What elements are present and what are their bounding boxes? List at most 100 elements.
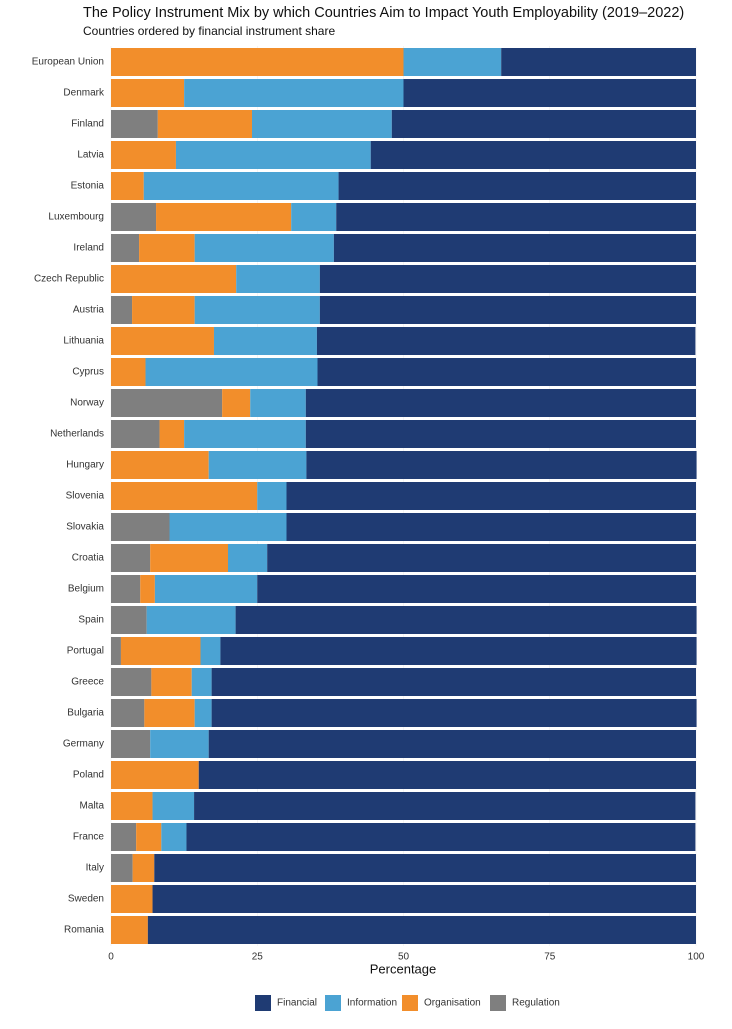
bar-segment (222, 389, 251, 417)
bar-segment (250, 389, 306, 417)
bar-segment (111, 699, 145, 727)
y-tick-label: Finland (71, 119, 104, 130)
y-tick-label: Netherlands (50, 429, 104, 440)
y-tick-label: France (73, 832, 105, 843)
bar-segment (139, 234, 195, 262)
bar-segment (111, 420, 160, 448)
bar-segment (403, 48, 502, 76)
bar-segment (111, 730, 151, 758)
y-tick-label: Cyprus (72, 367, 104, 378)
bar-segment (111, 265, 237, 293)
bar-segment (194, 296, 320, 324)
bar-segment (194, 792, 696, 820)
bar-segment (111, 482, 258, 510)
legend-swatch (490, 995, 506, 1011)
legend-label: Regulation (512, 998, 560, 1009)
bar-segment (403, 79, 696, 107)
bar-segment (257, 482, 287, 510)
bar-segment (305, 420, 696, 448)
y-tick-label: Slovakia (66, 522, 104, 533)
bar-segment (194, 699, 212, 727)
bar-segment (319, 265, 696, 293)
bar-segment (251, 110, 392, 138)
bar-segment (132, 296, 195, 324)
y-tick-label: Slovenia (66, 491, 105, 502)
y-tick-label: Germany (63, 739, 104, 750)
y-tick-label: Spain (78, 615, 104, 626)
y-tick-label: Lithuania (63, 336, 104, 347)
y-tick-label: Bulgaria (67, 708, 104, 719)
legend-label: Organisation (424, 998, 481, 1009)
x-tick-label: 100 (688, 952, 705, 963)
bar-segment (319, 296, 696, 324)
legend-swatch (325, 995, 341, 1011)
bar-segment (208, 451, 307, 479)
bar-segment (152, 885, 696, 913)
bar-segment (291, 203, 337, 231)
bar-segment (111, 606, 147, 634)
bar-segment (200, 637, 221, 665)
bar-segment (145, 358, 318, 386)
bar-segment (111, 141, 176, 169)
legend-swatch (402, 995, 418, 1011)
bar-segment (154, 575, 258, 603)
bar-segment (111, 358, 146, 386)
bar-segment (111, 792, 153, 820)
bar-segment (150, 544, 228, 572)
bar-segment (111, 296, 133, 324)
legend-label: Financial (277, 998, 317, 1009)
bar-segment (186, 823, 696, 851)
bar-segment (140, 575, 155, 603)
chart-subtitle: Countries ordered by financial instrumen… (83, 24, 335, 38)
y-tick-label: Croatia (72, 553, 105, 564)
bar-segment (111, 234, 140, 262)
bar-segment (111, 389, 223, 417)
bar-segment (198, 761, 696, 789)
bar-segment (391, 110, 696, 138)
bar-segment (184, 420, 306, 448)
bar-segment (111, 203, 157, 231)
y-tick-label: Romania (64, 925, 104, 936)
y-tick-label: Denmark (63, 88, 105, 99)
y-tick-label: Portugal (67, 646, 104, 657)
bar-segment (306, 451, 697, 479)
bar-segment (111, 451, 209, 479)
bar-segment (150, 730, 209, 758)
y-tick-label: Luxembourg (48, 212, 104, 223)
chart-title: The Policy Instrument Mix by which Count… (83, 5, 684, 21)
bar-segment (236, 265, 320, 293)
bar-segment (305, 389, 696, 417)
bar-segment (111, 575, 141, 603)
y-tick-label: Sweden (68, 894, 104, 905)
bar-segment (111, 761, 199, 789)
y-tick-label: Estonia (71, 181, 105, 192)
bar-segment (111, 79, 185, 107)
bar-segment (220, 637, 697, 665)
bar-segment (147, 916, 697, 944)
bar-segment (151, 668, 192, 696)
bar-segment (235, 606, 697, 634)
bar-segment (317, 358, 696, 386)
bar-segment (208, 730, 696, 758)
bar-segment (111, 823, 137, 851)
bar-segment (143, 172, 339, 200)
bar-segment (191, 668, 212, 696)
bar-segment (194, 234, 334, 262)
bar-segment (333, 234, 696, 262)
bar-segment (120, 637, 201, 665)
bar-segment (111, 48, 404, 76)
y-tick-label: Greece (71, 677, 104, 688)
bar-segment (175, 141, 371, 169)
bar-segment (111, 544, 151, 572)
y-tick-label: Italy (86, 863, 104, 874)
y-tick-label: Ireland (73, 243, 104, 254)
x-axis-label: Percentage (370, 961, 437, 976)
bar-segment (111, 668, 152, 696)
bar-segment (111, 172, 144, 200)
x-tick-label: 0 (108, 952, 114, 963)
bar-segment (144, 699, 195, 727)
bar-segment (146, 606, 236, 634)
x-tick-label: 50 (398, 952, 410, 963)
bar-segment (111, 854, 133, 882)
